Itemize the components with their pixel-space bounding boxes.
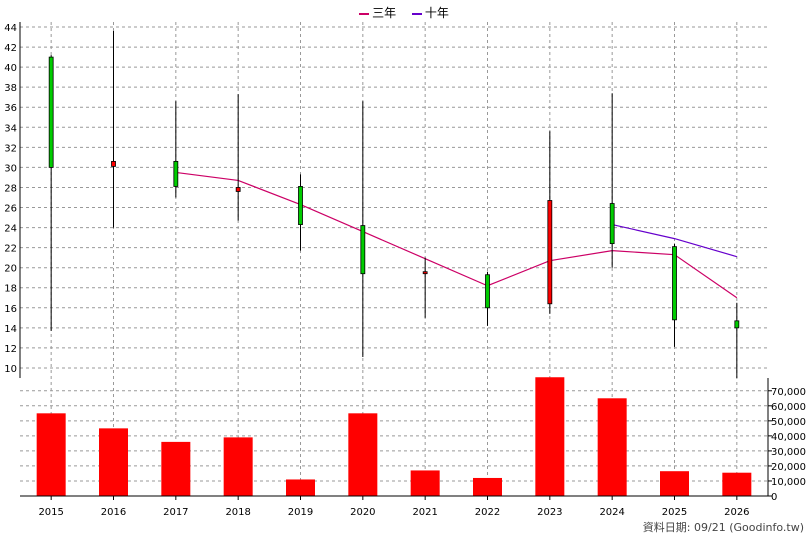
ma-line-ten-year (612, 223, 738, 258)
candle-body (173, 160, 179, 187)
volume-tick-label: 30,000 (771, 447, 806, 458)
price-tick-label: 16 (4, 304, 17, 315)
volume-bar (223, 437, 253, 496)
price-tick-label: 42 (4, 43, 17, 54)
price-tick-label: 20 (4, 264, 17, 275)
candle-body (48, 56, 54, 168)
x-tick-label: 2019 (288, 507, 313, 518)
legend-swatch-ten-year (411, 12, 422, 15)
x-tick-label: 2020 (350, 507, 375, 518)
volume-bar (161, 441, 191, 496)
volume-grid (20, 390, 768, 482)
price-tick-label: 18 (4, 284, 17, 295)
volume-bar (473, 477, 502, 496)
volume-bar (597, 398, 627, 496)
volume-bar (286, 479, 315, 496)
price-tick-label: 34 (4, 123, 17, 134)
volume-tick-label: 10,000 (771, 477, 806, 488)
x-tick-label: 2024 (599, 507, 624, 518)
x-tick-label: 2025 (662, 507, 687, 518)
volume-bar (660, 471, 689, 496)
candle-body (734, 320, 740, 329)
x-tick-label: 2016 (101, 507, 126, 518)
price-tick-label: 10 (4, 364, 17, 375)
candle-body (609, 203, 615, 245)
volume-bar (36, 413, 66, 496)
x-tick-label: 2026 (724, 507, 749, 518)
data-date-footer: 資料日期: 09/21 (Goodinfo.tw) (642, 521, 804, 534)
x-tick-label: 2023 (537, 507, 562, 518)
tick-labels: 101214161820222426283032343638404244010,… (4, 23, 806, 518)
volume-bar (410, 470, 440, 496)
candle-body (422, 271, 428, 275)
x-tick-label: 2022 (475, 507, 500, 518)
volume-tick-label: 70,000 (771, 387, 806, 398)
legend-item-three-year: 三年 (359, 4, 396, 21)
legend-label-ten-year: 十年 (424, 6, 449, 20)
candle-body (360, 225, 366, 275)
chart-legend: 三年 十年 (0, 4, 808, 21)
legend-item-ten-year: 十年 (411, 4, 449, 21)
x-tick-label: 2018 (225, 507, 250, 518)
volume-tick-label: 60,000 (771, 402, 806, 413)
price-tick-label: 24 (4, 224, 17, 235)
x-tick-label: 2021 (412, 507, 437, 518)
price-tick-label: 36 (4, 103, 17, 114)
axes (19, 22, 772, 500)
candle-body (485, 274, 490, 309)
candles (48, 31, 740, 378)
price-tick-label: 22 (4, 244, 17, 255)
price-tick-label: 32 (4, 143, 17, 154)
price-tick-label: 28 (4, 183, 17, 194)
price-tick-label: 26 (4, 204, 17, 215)
moving-average-lines (175, 171, 738, 299)
x-tick-label: 2017 (163, 507, 188, 518)
candle-body (547, 200, 553, 305)
volume-tick-label: 20,000 (771, 462, 806, 473)
volume-bar (348, 413, 378, 496)
price-tick-label: 38 (4, 83, 17, 94)
legend-swatch-three-year (359, 12, 370, 15)
candle-body (235, 187, 241, 192)
candle-body (672, 246, 677, 321)
volume-bars (36, 377, 752, 496)
price-tick-label: 40 (4, 63, 17, 74)
price-tick-label: 14 (4, 324, 17, 335)
volume-bar (535, 377, 565, 496)
volume-tick-label: 50,000 (771, 417, 806, 428)
x-tick-label: 2015 (38, 507, 63, 518)
price-tick-label: 44 (4, 23, 17, 34)
volume-bar (722, 472, 752, 496)
volume-tick-label: 40,000 (771, 432, 806, 443)
price-tick-label: 30 (4, 163, 17, 174)
volume-bar (99, 428, 128, 496)
candle-body (298, 186, 303, 225)
volume-tick-label: 0 (771, 492, 777, 503)
candle-body (111, 160, 116, 167)
price-grid (20, 22, 768, 496)
ma-line-three-year (175, 171, 738, 299)
legend-label-three-year: 三年 (372, 6, 397, 20)
price-tick-label: 12 (4, 344, 17, 355)
